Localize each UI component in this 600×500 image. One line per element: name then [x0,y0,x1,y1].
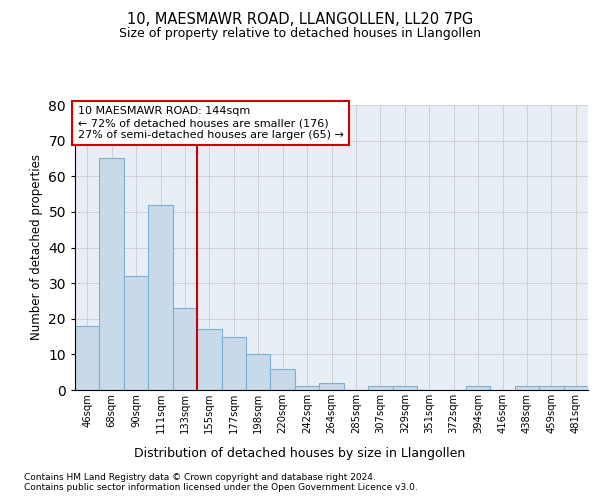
Bar [75,326,100,390]
Bar [515,386,539,390]
Bar [539,386,563,390]
Bar [563,386,588,390]
Bar [392,386,417,390]
Bar [100,158,124,390]
Text: Contains HM Land Registry data © Crown copyright and database right 2024.: Contains HM Land Registry data © Crown c… [24,472,376,482]
Bar [271,368,295,390]
Text: Size of property relative to detached houses in Llangollen: Size of property relative to detached ho… [119,28,481,40]
Text: Contains public sector information licensed under the Open Government Licence v3: Contains public sector information licen… [24,484,418,492]
Text: 10 MAESMAWR ROAD: 144sqm
← 72% of detached houses are smaller (176)
27% of semi-: 10 MAESMAWR ROAD: 144sqm ← 72% of detach… [77,106,343,140]
Bar [246,354,271,390]
Bar [173,308,197,390]
Bar [466,386,490,390]
Bar [319,383,344,390]
Bar [148,205,173,390]
Bar [197,330,221,390]
Bar [124,276,148,390]
Text: 10, MAESMAWR ROAD, LLANGOLLEN, LL20 7PG: 10, MAESMAWR ROAD, LLANGOLLEN, LL20 7PG [127,12,473,28]
Bar [295,386,319,390]
Bar [368,386,392,390]
Y-axis label: Number of detached properties: Number of detached properties [30,154,43,340]
Text: Distribution of detached houses by size in Llangollen: Distribution of detached houses by size … [134,448,466,460]
Bar [221,336,246,390]
